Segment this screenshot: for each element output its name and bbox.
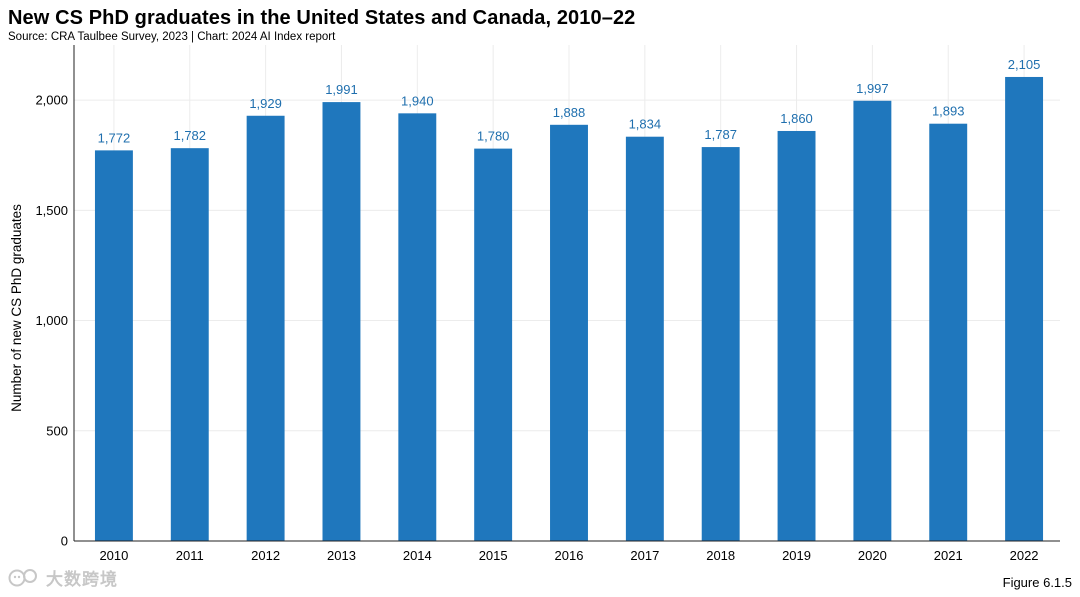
- data-label-2022: 2,105: [1008, 57, 1041, 72]
- watermark: 大数跨境: [8, 565, 118, 590]
- x-tick-label: 2021: [934, 548, 963, 563]
- x-tick-label: 2017: [630, 548, 659, 563]
- x-tick-label: 2020: [858, 548, 887, 563]
- chart-title: New CS PhD graduates in the United State…: [8, 7, 636, 29]
- data-label-2021: 1,893: [932, 104, 965, 119]
- bar-2013: [322, 102, 361, 542]
- bar-2011: [170, 148, 209, 541]
- data-label-2015: 1,780: [477, 129, 510, 144]
- watermark-logo-icon: [8, 568, 37, 586]
- data-label-2010: 1,772: [98, 130, 131, 145]
- data-label-2014: 1,940: [401, 93, 434, 108]
- y-tick-label: 2,000: [35, 93, 68, 108]
- x-tick-label: 2012: [251, 548, 280, 563]
- bar-2021: [929, 123, 968, 541]
- bar-2017: [625, 136, 664, 541]
- y-tick-label: 1,000: [35, 313, 68, 328]
- data-label-2012: 1,929: [249, 96, 282, 111]
- x-tick-label: 2018: [706, 548, 735, 563]
- data-labels: 1,772 1,782 1,929 1,991 1,940 1,780 1,888 1,834…: [98, 57, 1041, 145]
- bar-2012: [246, 115, 285, 541]
- x-tick-label: 2010: [99, 548, 128, 563]
- bar-2010: [94, 150, 133, 542]
- y-tick-label: 0: [61, 534, 68, 549]
- bar-2016: [550, 124, 588, 541]
- x-tick-label: 2019: [782, 548, 811, 563]
- x-tick-label: 2016: [555, 548, 584, 563]
- y-axis: 0 500 1,000 1,500 2,000: [35, 45, 75, 549]
- bar-2022: [1005, 76, 1044, 541]
- bar-2018: [701, 147, 740, 541]
- x-tick-label: 2013: [327, 548, 356, 563]
- data-label-2016: 1,888: [553, 105, 586, 120]
- data-label-2017: 1,834: [629, 117, 662, 132]
- data-label-2011: 1,782: [173, 128, 206, 143]
- x-tick-label: 2014: [403, 548, 432, 563]
- x-axis: 2010 2011 2012 2013 2014 2015 2016 2017 2018 2019…: [74, 540, 1060, 563]
- data-label-2019: 1,860: [780, 111, 813, 126]
- x-tick-label: 2011: [176, 548, 204, 563]
- bars: [94, 76, 1044, 542]
- bar-2020: [853, 100, 892, 541]
- x-tick-label: 2015: [479, 548, 508, 563]
- y-tick-label: 1,500: [35, 203, 68, 218]
- chart-source: Source: CRA Taulbee Survey, 2023 | Chart…: [8, 31, 336, 43]
- bar-2014: [398, 113, 437, 542]
- y-tick-label: 500: [46, 423, 68, 438]
- y-axis-label: Number of new CS PhD graduates: [9, 204, 24, 412]
- x-tick-label: 2022: [1010, 548, 1039, 563]
- bar-2015: [474, 148, 513, 541]
- watermark-text: 大数跨境: [46, 570, 118, 589]
- figure-label: Figure 6.1.5: [1002, 575, 1072, 590]
- bar-2019: [777, 130, 816, 541]
- data-label-2013: 1,991: [325, 82, 358, 97]
- data-label-2018: 1,787: [704, 127, 737, 142]
- data-label-2020: 1,997: [856, 81, 889, 96]
